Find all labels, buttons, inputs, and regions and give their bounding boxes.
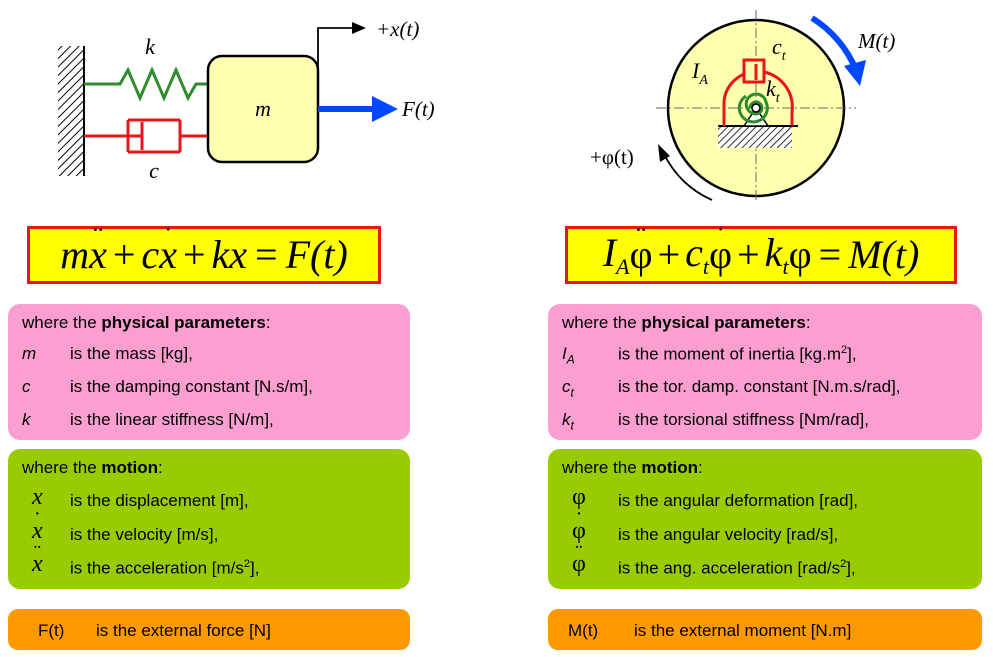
param-row-damping: c is the damping constant [N.s/m], (8, 377, 410, 405)
torsional-spring (737, 92, 769, 124)
params-header: where the physical parameters: (562, 313, 811, 332)
params-header: where the physical parameters: (22, 313, 271, 332)
moment-label: M(t) (857, 29, 895, 53)
damper-c (84, 118, 208, 154)
motion-text: is the angular velocity [rad/s], (618, 525, 839, 544)
wall-hatch (58, 46, 84, 176)
param-row-stiffness: k is the linear stiffness [N/m], (8, 410, 410, 438)
moment-arrowhead (844, 60, 866, 86)
motion-row-ang-velocity: φ is the angular velocity [rad/s], (548, 507, 982, 553)
motion-text: is the angular deformation [rad], (618, 491, 859, 510)
eq-moment: M (848, 232, 882, 277)
inertia-label: IA (691, 58, 708, 88)
param-row-mass: m is the mass [kg], (8, 344, 410, 372)
motion-symbol: φ (572, 540, 586, 578)
motion-symbol: φ (572, 484, 586, 510)
eq-plus-2: + (182, 232, 206, 277)
eq-stiffness-term: kx (211, 232, 248, 277)
motion-symbol: φ (572, 507, 586, 545)
eq-plus-1: + (112, 232, 136, 277)
param-row-tor-stiffness: kt is the torsional stiffness [Nm/rad], (548, 410, 982, 438)
eq-force: F (285, 232, 311, 277)
param-text: is the tor. damp. constant [N.m.s/rad], (618, 377, 901, 396)
external-moment-box: M(t) is the external moment [N.m] (548, 609, 982, 650)
spring-kt-label: kt (766, 76, 781, 106)
motion-header: where the motion: (22, 458, 163, 477)
eq-tor-stiffness: kt (764, 229, 789, 279)
motion-text: is the acceleration [m/s2], (70, 558, 260, 578)
rotation-arrow (663, 153, 713, 201)
param-text: is the mass [kg], (70, 344, 193, 363)
param-symbol: k (22, 410, 31, 429)
force-label: F(t) (401, 97, 435, 121)
motion-row-acceleration: x is the acceleration [m/s2], (8, 540, 410, 586)
external-symbol: F(t) (38, 621, 65, 640)
external-text: is the external force [N] (96, 621, 271, 640)
damper-label: c (149, 158, 159, 183)
motion-symbol: x (32, 540, 43, 578)
param-text: is the moment of inertia [kg.m2], (618, 344, 857, 364)
eq-equals: = (818, 232, 842, 277)
equation-linear: m x + c x + kx = F (t) (27, 223, 381, 284)
eq-moment-arg: (t) (881, 232, 920, 277)
param-symbol: c (22, 377, 31, 396)
displacement-label: +x(t) (376, 17, 419, 41)
motion-header: where the motion: (562, 458, 703, 477)
eq-ang-acceleration: φ (629, 223, 652, 275)
displacement-arrow (317, 27, 352, 68)
rotation-label: +φ(t) (590, 145, 634, 169)
damper-ct-label: ct (772, 34, 787, 64)
rotation-arrowhead (658, 144, 670, 162)
physical-parameters-box-left: where the physical parameters: m is the … (8, 304, 410, 440)
external-symbol: M(t) (568, 621, 599, 640)
param-row-tor-damping: ct is the tor. damp. constant [N.m.s/rad… (548, 377, 982, 405)
motion-box-right: where the motion: φ is the angular defor… (548, 449, 982, 589)
eq-angle: φ (788, 232, 812, 277)
eq-inertia: IA (602, 229, 630, 279)
param-row-inertia: IA is the moment of inertia [kg.m2], (548, 344, 982, 372)
external-text: is the external moment [N.m] (634, 621, 852, 640)
param-text: is the torsional stiffness [Nm/rad], (618, 410, 870, 429)
param-symbol: IA (562, 344, 575, 367)
torsional-diagram: IA ct kt M(t) +φ(t) (590, 10, 895, 202)
eq-damping: c (141, 232, 160, 277)
motion-row-angle: φ is the angular deformation [rad], (548, 484, 982, 519)
param-text: is the damping constant [N.s/m], (70, 377, 313, 396)
spring-k (84, 66, 208, 102)
eq-plus-2: + (737, 232, 760, 277)
eq-equals: = (255, 232, 278, 277)
mass-spring-damper-diagram: k c m +x(t) F(t) (58, 17, 435, 183)
eq-mass: m (60, 232, 90, 277)
force-arrowhead (372, 96, 398, 122)
spring-label: k (145, 34, 156, 59)
motion-row-displacement: x is the displacement [m], (8, 484, 410, 519)
physical-parameters-box-right: where the physical parameters: IA is the… (548, 304, 982, 440)
param-symbol: kt (562, 410, 574, 433)
motion-row-velocity: x is the velocity [m/s], (8, 507, 410, 553)
external-force-box: F(t) is the external force [N] (8, 609, 410, 650)
eq-plus-1: + (657, 232, 681, 277)
motion-row-ang-acceleration: φ is the ang. acceleration [rad/s2], (548, 540, 982, 586)
eq-force-arg: (t) (310, 232, 348, 277)
motion-text: is the velocity [m/s], (70, 525, 219, 544)
motion-box-left: where the motion: x is the displacement … (8, 449, 410, 589)
mass-label: m (255, 96, 271, 121)
pivot-point (751, 103, 761, 113)
eq-ang-velocity: φ (709, 223, 732, 275)
equation-torsional: IA φ + ct φ + kt φ = M (t) (565, 223, 957, 284)
param-symbol: m (22, 344, 37, 363)
eq-velocity: x (159, 223, 177, 275)
param-symbol: ct (562, 377, 574, 400)
torsional-damper (722, 58, 794, 126)
motion-symbol: x (32, 484, 43, 510)
param-text: is the linear stiffness [N/m], (70, 410, 274, 429)
eq-acceleration: x (89, 223, 107, 275)
motion-text: is the ang. acceleration [rad/s2], (618, 558, 856, 578)
displacement-arrowhead (352, 22, 366, 34)
ground-hatch (718, 126, 792, 148)
eq-tor-damping: ct (685, 229, 710, 279)
motion-symbol: x (32, 507, 43, 545)
motion-text: is the displacement [m], (70, 491, 249, 510)
